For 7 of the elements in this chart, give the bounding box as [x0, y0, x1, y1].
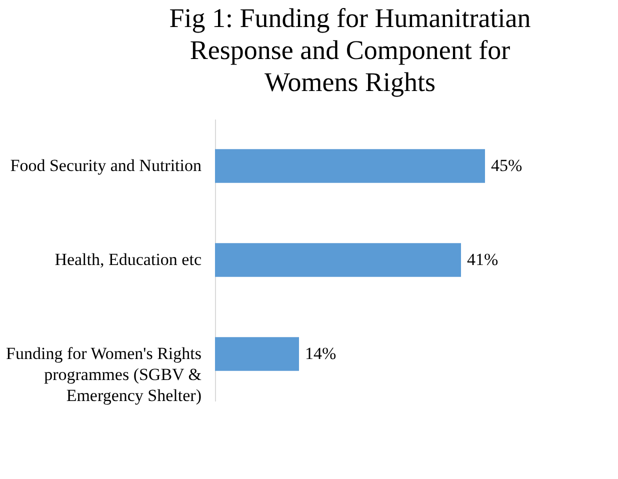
- chart-title: Fig 1: Funding for Humanitratian Response and Component for Womens Rights: [169, 3, 532, 97]
- y-tick-label: Food Security and Nutrition: [10, 156, 202, 175]
- data-label: 41%: [467, 250, 498, 269]
- data-label: 14%: [305, 344, 336, 363]
- y-tick-label: Health, Education etc: [54, 250, 202, 269]
- data-label: 45%: [491, 156, 522, 175]
- y-tick-label: Funding for Women's Rights programmes (SGBV & Emergency Shelter): [6, 344, 202, 405]
